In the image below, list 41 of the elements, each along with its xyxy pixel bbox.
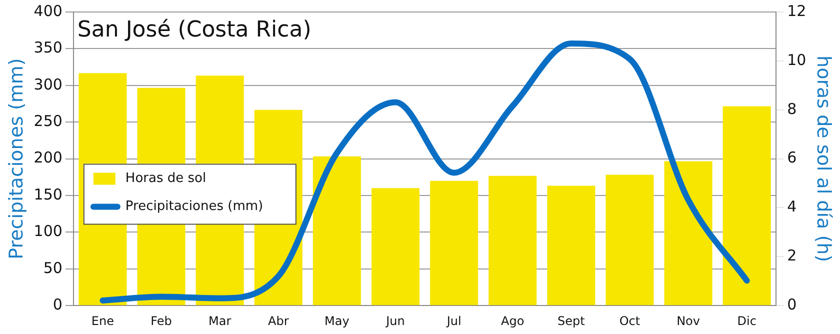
y-tick-label: 50	[43, 258, 62, 277]
x-tick-label: Ene	[91, 314, 114, 328]
y2-tick-label: 0	[787, 295, 797, 314]
y-tick-label: 100	[34, 222, 62, 240]
bar	[488, 176, 537, 306]
y2-tick-label: 4	[787, 198, 797, 216]
x-tick-label: Feb	[150, 314, 172, 328]
y2-tick-label: 10	[787, 50, 806, 69]
y-tick-label: 400	[34, 2, 62, 20]
x-tick-label: Abr	[268, 314, 289, 328]
x-tick-label: Oct	[619, 314, 640, 328]
x-tick-label: Ago	[501, 314, 524, 328]
bar	[312, 156, 361, 306]
y2-tick-label: 12	[787, 2, 806, 20]
x-tick-label: Jun	[385, 314, 405, 328]
y-tick-label: 0	[52, 295, 62, 314]
y2-tick-label: 6	[787, 148, 797, 167]
legend-label: Horas de sol	[125, 171, 206, 186]
bar	[547, 186, 596, 306]
y-tick-label: 150	[34, 185, 62, 204]
chart-title: San José (Costa Rica)	[77, 18, 312, 43]
bar	[606, 174, 654, 306]
bar	[430, 180, 478, 306]
bar	[371, 188, 420, 306]
y-tick-label: 200	[34, 148, 62, 167]
y-axis-title: Precipitaciones (mm)	[5, 58, 28, 260]
y2-axis-title: horas de sol al día (h)	[812, 56, 835, 262]
x-tick-label: Jul	[446, 314, 462, 328]
x-tick-label: Sept	[558, 314, 586, 328]
bar	[722, 106, 771, 306]
y2-tick-label: 2	[787, 246, 797, 265]
y-tick-label: 300	[34, 75, 62, 94]
legend-label: Precipitaciones (mm)	[125, 199, 264, 214]
y-tick-label: 350	[34, 38, 62, 57]
y-tick-label: 250	[34, 112, 62, 130]
x-tick-label: Dic	[737, 314, 756, 328]
x-tick-label: Mar	[208, 314, 232, 328]
y2-tick-label: 8	[787, 100, 797, 118]
x-tick-label: Nov	[676, 314, 700, 328]
x-tick-label: May	[324, 314, 350, 328]
bar	[664, 161, 712, 306]
